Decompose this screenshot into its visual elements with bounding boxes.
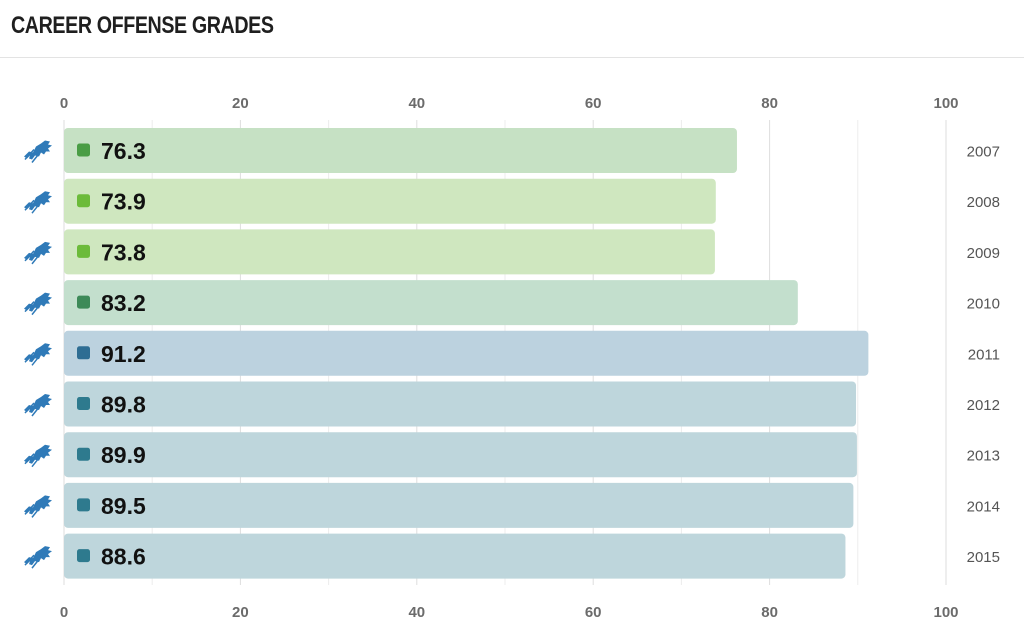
- year-label: 2007: [967, 144, 1000, 161]
- lion-body-shape: [24, 394, 52, 413]
- grade-marker: [77, 397, 90, 410]
- year-label: 2013: [967, 448, 1000, 465]
- bar: [64, 432, 857, 478]
- x-tick-label-top: 20: [232, 95, 249, 112]
- detroit-lions-logo-icon: [24, 444, 52, 468]
- lion-mane-shape: [24, 301, 41, 316]
- grade-marker: [77, 194, 90, 208]
- grade-marker: [77, 346, 90, 360]
- lion-body-shape: [24, 191, 52, 211]
- detroit-lions-logo-icon: [24, 191, 52, 214]
- lion-mane-shape: [24, 402, 41, 417]
- year-label: 2015: [967, 549, 1000, 566]
- bar-value-label: 76.3: [101, 138, 146, 164]
- bar-row: 91.2 2011: [24, 330, 1000, 376]
- chart-header: CAREER OFFENSE GRADES: [0, 0, 1024, 58]
- year-label: 2011: [968, 346, 1000, 363]
- bar-row: 88.6 2015: [24, 533, 1000, 579]
- x-tick-label-top: 60: [585, 95, 602, 112]
- bar-row: 89.5 2014: [24, 482, 1000, 528]
- bar-row: 83.2 2010: [24, 280, 1000, 326]
- x-tick-label-bottom: 40: [408, 604, 425, 621]
- x-tick-label-top: 40: [408, 95, 425, 112]
- detroit-lions-logo-icon: [24, 546, 52, 569]
- bar: [64, 280, 798, 326]
- x-tick-label-bottom: 60: [585, 604, 602, 621]
- lion-body-shape: [24, 343, 52, 363]
- lion-mane-shape: [24, 148, 41, 163]
- bar-value-label: 91.2: [101, 341, 146, 367]
- grade-marker: [77, 244, 90, 258]
- bar-value-label: 89.9: [101, 442, 146, 468]
- year-label: 2008: [967, 194, 1000, 211]
- year-label: 2010: [967, 296, 1000, 313]
- detroit-lions-logo-icon: [24, 394, 52, 417]
- lion-body-shape: [24, 241, 52, 261]
- bar-value-label: 89.8: [101, 392, 146, 418]
- bar: [64, 178, 716, 224]
- bar: [64, 128, 737, 173]
- lion-mane-shape: [24, 554, 41, 569]
- lion-mane-shape: [24, 503, 41, 518]
- lion-mane-shape: [24, 250, 41, 265]
- x-tick-label-bottom: 100: [933, 604, 958, 621]
- bar-row: 73.8 2009: [24, 229, 1000, 275]
- detroit-lions-logo-icon: [24, 241, 52, 265]
- lion-body-shape: [24, 444, 52, 464]
- detroit-lions-logo-icon: [24, 495, 52, 518]
- year-label: 2009: [967, 245, 1000, 262]
- bar: [64, 381, 857, 427]
- year-label: 2012: [967, 397, 1000, 414]
- detroit-lions-logo-icon: [24, 343, 52, 366]
- bar-value-label: 73.9: [101, 189, 146, 215]
- lion-body-shape: [24, 292, 52, 312]
- bar: [64, 229, 715, 275]
- grade-marker: [77, 498, 90, 512]
- year-label: 2014: [967, 498, 1000, 515]
- lion-body-shape: [24, 140, 52, 160]
- bar: [64, 482, 854, 528]
- grade-marker: [77, 447, 90, 461]
- detroit-lions-logo-icon: [24, 292, 52, 316]
- x-tick-label-bottom: 0: [60, 604, 68, 621]
- lion-mane-shape: [24, 453, 41, 468]
- lion-body-shape: [24, 546, 52, 566]
- bar-row: 89.9 2013: [24, 432, 1000, 478]
- lion-mane-shape: [24, 199, 41, 214]
- x-tick-label-top: 80: [761, 95, 778, 112]
- bar-row: 89.8 2012: [24, 381, 1000, 427]
- x-tick-label-top: 100: [933, 95, 958, 112]
- bar-value-label: 73.8: [101, 239, 146, 265]
- lion-mane-shape: [24, 351, 41, 366]
- bar: [64, 533, 846, 579]
- bar-value-label: 83.2: [101, 290, 146, 316]
- grade-marker: [77, 295, 90, 309]
- x-tick-label-top: 0: [60, 95, 68, 112]
- bar-row: 76.3 2007: [24, 128, 1000, 173]
- chart-title: CAREER OFFENSE GRADES: [11, 12, 274, 39]
- x-tick-label-bottom: 20: [232, 604, 249, 621]
- bar-value-label: 89.5: [101, 493, 146, 519]
- grade-marker: [77, 143, 90, 157]
- bar: [64, 330, 869, 376]
- bar-value-label: 88.6: [101, 544, 146, 570]
- x-tick-label-bottom: 80: [761, 604, 778, 621]
- grade-marker: [77, 549, 90, 563]
- lion-body-shape: [24, 495, 52, 515]
- bar-row: 73.9 2008: [24, 178, 1000, 224]
- detroit-lions-logo-icon: [24, 140, 52, 163]
